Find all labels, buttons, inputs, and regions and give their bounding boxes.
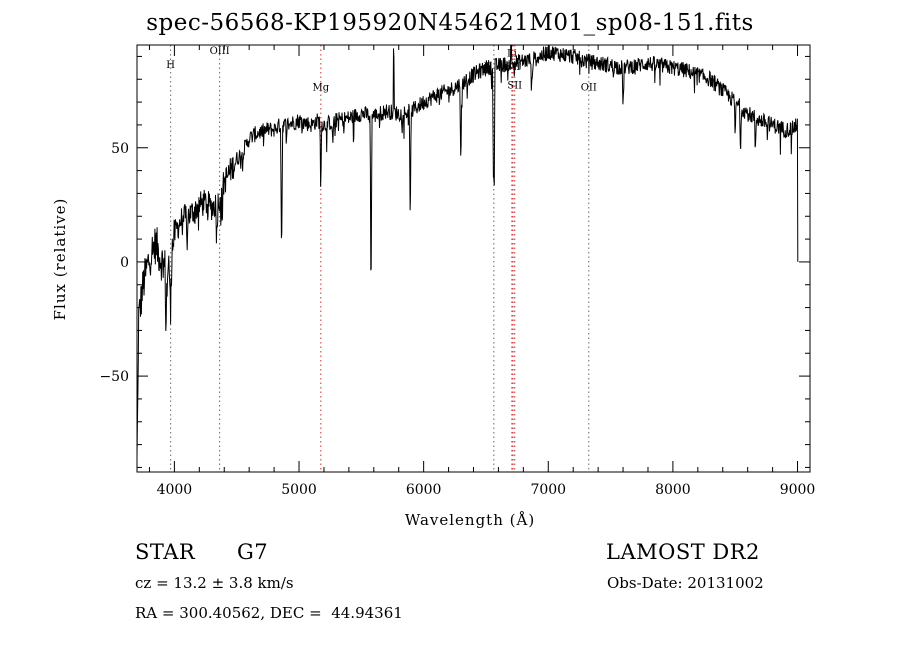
x-tick-label: 9000 — [780, 482, 816, 498]
observation-date: Obs-Date: 20131002 — [607, 574, 764, 592]
spectral-line-label-5: SII — [506, 62, 521, 73]
spectral-line-label-7: OII — [581, 83, 597, 94]
object-class: STAR — [135, 540, 196, 564]
redshift-velocity: cz = 13.2 ± 3.8 km/s — [135, 574, 294, 592]
spectral-line-label-1: OIII — [210, 46, 230, 57]
x-tick-label: 8000 — [655, 482, 691, 498]
y-tick-label: 0 — [120, 255, 129, 271]
spectral-line-label-4: Li — [507, 48, 517, 59]
spectral-line-label-2: Mg — [313, 83, 330, 94]
survey-name: LAMOST DR2 — [606, 540, 760, 564]
plot-frame — [136, 44, 811, 473]
x-axis-label: Wavelength (Å) — [404, 511, 536, 529]
x-tick-label: 7000 — [530, 482, 566, 498]
spectral-line-label-0: H — [166, 60, 175, 71]
spectrum-line — [137, 45, 799, 457]
spectral-line-label-3: H — [483, 62, 492, 73]
chart-title: spec-56568-KP195920N454621M01_sp08-151.f… — [146, 10, 754, 36]
y-tick-label: 50 — [111, 141, 129, 157]
x-tick-label: 5000 — [281, 482, 317, 498]
sky-coordinates: RA = 300.40562, DEC = 44.94361 — [135, 604, 403, 622]
spectral-line-label-6: SII — [507, 80, 522, 91]
y-axis-label: Flux (relative) — [51, 197, 69, 321]
x-tick-label: 6000 — [406, 482, 442, 498]
x-tick-label: 4000 — [157, 482, 193, 498]
y-tick-label: −50 — [99, 369, 129, 385]
object-subclass: G7 — [237, 540, 269, 564]
